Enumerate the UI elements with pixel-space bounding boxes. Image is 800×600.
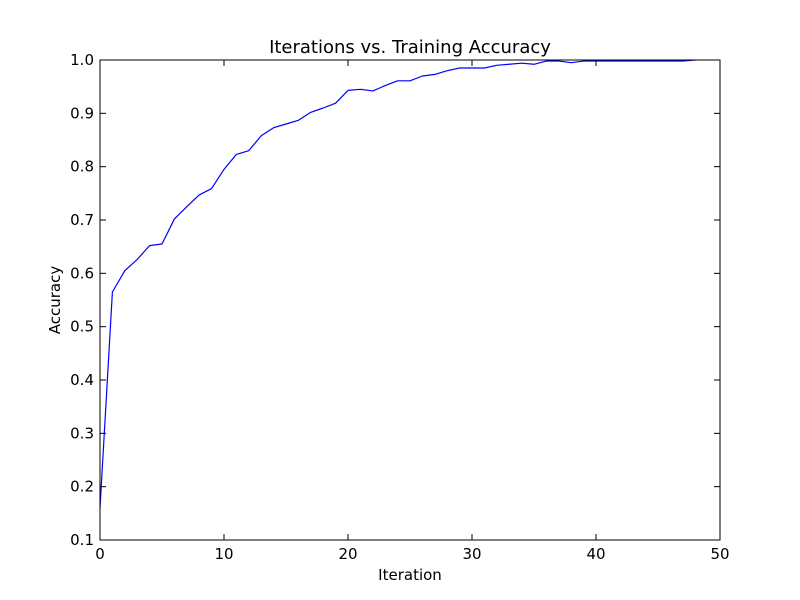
y-tick-label: 0.3: [70, 424, 94, 442]
x-tick-label: 50: [710, 545, 729, 563]
x-tick-label: 20: [338, 545, 357, 563]
y-axis: 0.1 0.2 0.3 0.4 0.5 0.6 0.7 0.8 0.9 1.0: [70, 51, 720, 549]
plot-area: [99, 59, 696, 509]
x-axis-title: Iteration: [378, 566, 442, 584]
x-axis: 0 10 20 30 40 50: [95, 60, 730, 563]
y-tick-label: 1.0: [70, 51, 94, 69]
y-tick-label: 0.4: [70, 371, 94, 389]
y-tick-label: 0.2: [70, 478, 94, 496]
chart-title: Iterations vs. Training Accuracy: [269, 37, 551, 58]
x-tick-label: 0: [95, 545, 105, 563]
series-line-0: [99, 59, 696, 509]
y-tick-label: 0.6: [70, 264, 94, 282]
y-tick-label: 0.8: [70, 158, 94, 176]
x-tick-label: 40: [586, 545, 605, 563]
x-tick-label: 30: [462, 545, 481, 563]
plot-frame: [99, 59, 721, 541]
y-tick-label: 0.9: [70, 104, 94, 122]
y-tick-label: 0.5: [70, 318, 94, 336]
y-tick-label: 0.7: [70, 211, 94, 229]
x-tick-label: 10: [214, 545, 233, 563]
y-tick-label: 0.1: [70, 531, 94, 549]
y-axis-title: Accuracy: [46, 266, 64, 335]
